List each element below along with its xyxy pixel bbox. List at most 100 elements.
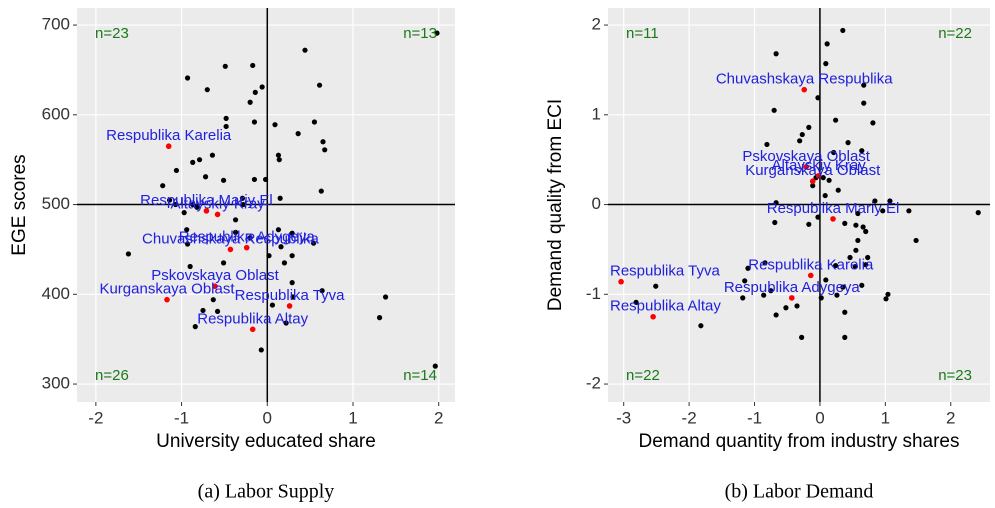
y-tick-label: 1 — [592, 104, 601, 123]
point-label: Respublika Mariy El — [140, 192, 273, 209]
point — [855, 237, 861, 244]
point — [281, 260, 288, 266]
quadrant-count: n=22 — [938, 25, 972, 42]
point — [320, 139, 326, 145]
point — [316, 82, 323, 88]
point-label: Respublika Karelia — [748, 256, 874, 273]
point — [794, 303, 800, 309]
point — [762, 260, 768, 266]
point-label: Respublika Mariy El — [767, 200, 900, 217]
point — [283, 320, 289, 326]
y-axis-title: Demand quality from ECI — [545, 99, 566, 311]
point-label: Altayskiy Kray — [170, 195, 265, 212]
point — [376, 315, 383, 321]
point — [252, 89, 258, 95]
point — [742, 278, 748, 284]
point — [806, 124, 812, 130]
point — [698, 323, 704, 329]
highlight-point — [227, 246, 234, 253]
point — [181, 210, 187, 216]
point — [214, 308, 221, 314]
highlight-point — [203, 208, 210, 214]
x-tick-label: -1 — [747, 408, 762, 427]
point — [302, 47, 308, 53]
point — [824, 41, 830, 47]
point — [740, 295, 746, 301]
point — [319, 288, 325, 294]
point — [845, 140, 851, 146]
point — [184, 241, 191, 247]
y-tick-label: 400 — [42, 284, 70, 303]
point — [822, 192, 828, 199]
highlight-point — [249, 326, 256, 333]
point — [823, 61, 829, 67]
x-tick-label: -2 — [88, 408, 103, 427]
point — [251, 176, 258, 183]
point — [310, 240, 317, 246]
x-axis-title: Demand quantity from industry shares — [638, 431, 959, 452]
point — [773, 51, 779, 57]
point — [859, 148, 865, 154]
point — [194, 204, 200, 210]
point — [209, 152, 216, 158]
point — [290, 294, 296, 300]
point — [184, 75, 191, 81]
point — [240, 201, 246, 208]
point — [276, 157, 282, 163]
quadrant-count: n=23 — [95, 25, 129, 42]
point — [220, 260, 227, 266]
y-tick-label: 0 — [592, 194, 601, 213]
point — [382, 294, 389, 300]
quadrant-count: n=23 — [938, 367, 972, 384]
point — [160, 183, 166, 189]
highlight-point — [165, 143, 172, 150]
point-label: Kurganskaya Oblast — [99, 281, 235, 298]
x-tick-label: 0 — [815, 408, 824, 427]
y-tick-label: 700 — [42, 15, 70, 34]
point — [262, 176, 269, 183]
point — [773, 200, 779, 206]
caption: (a) Labor Supply — [198, 481, 335, 503]
point — [863, 262, 869, 268]
point-label: Chuvashskaya Respublika — [142, 230, 319, 247]
point — [842, 334, 848, 340]
point — [840, 27, 846, 34]
quadrant-count: n=26 — [95, 367, 129, 384]
point — [872, 198, 878, 204]
point — [913, 237, 919, 244]
y-tick-label: 600 — [42, 104, 70, 123]
point — [906, 208, 912, 214]
point — [251, 119, 258, 125]
point — [826, 177, 832, 183]
point — [190, 159, 196, 165]
point — [125, 251, 132, 257]
point-label: Altayskiy Kray — [772, 157, 867, 174]
point — [764, 141, 770, 148]
point — [275, 227, 282, 233]
point — [863, 228, 869, 235]
point — [859, 282, 865, 288]
point — [653, 283, 659, 289]
y-tick-label: 500 — [42, 194, 70, 213]
point — [887, 198, 893, 204]
point — [275, 152, 282, 158]
point — [187, 263, 193, 270]
point — [311, 119, 318, 125]
point — [278, 244, 284, 250]
point — [820, 175, 826, 181]
point-label: Chuvashskaya Respublika — [716, 71, 893, 88]
point — [883, 296, 889, 302]
point — [172, 201, 179, 208]
highlight-point — [809, 178, 816, 185]
point — [810, 183, 816, 189]
point — [855, 210, 861, 217]
point — [860, 224, 866, 230]
point — [223, 115, 229, 121]
point — [799, 334, 805, 340]
y-tick-label: -2 — [586, 374, 601, 393]
x-tick-label: -1 — [174, 408, 189, 427]
point — [434, 30, 440, 36]
point — [870, 120, 876, 126]
point — [210, 297, 216, 303]
